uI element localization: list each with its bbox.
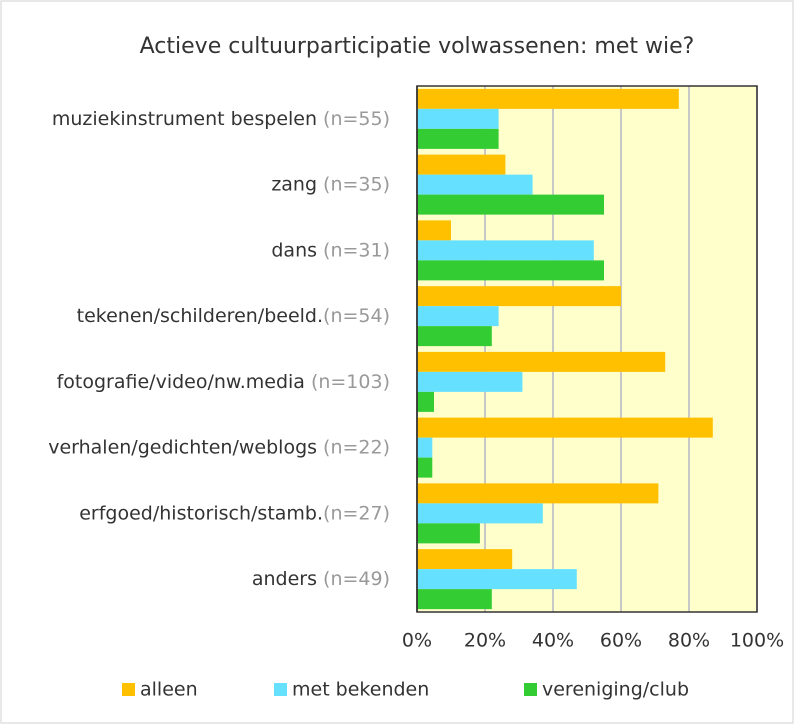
x-tick-label: 40%	[532, 630, 574, 652]
bar	[417, 391, 434, 412]
bar	[417, 589, 492, 610]
bar	[417, 569, 577, 590]
chart-title: Actieve cultuurparticipatie volwassenen:…	[140, 34, 695, 59]
bar	[417, 220, 451, 241]
bar	[417, 457, 433, 478]
category-name: zang	[271, 173, 317, 195]
bar	[417, 523, 480, 544]
category-name: muziekinstrument bespelen	[52, 107, 317, 129]
legend-swatch	[524, 683, 537, 696]
x-tick-label: 20%	[464, 630, 506, 652]
bar	[417, 483, 659, 504]
bar	[417, 154, 506, 175]
category-name: erfgoed/historisch/stamb.	[79, 502, 323, 524]
bar	[417, 437, 433, 458]
legend-label: vereniging/club	[542, 679, 689, 701]
bar	[417, 108, 499, 129]
category-note: (n=55)	[323, 107, 390, 129]
y-tick-label: muziekinstrument bespelen (n=55)	[52, 107, 390, 129]
bar	[417, 306, 499, 327]
category-note: (n=49)	[323, 568, 390, 590]
y-tick-label: zang (n=35)	[271, 173, 390, 195]
category-note: (n=27)	[323, 502, 390, 524]
category-note: (n=22)	[323, 436, 390, 458]
category-note: (n=35)	[323, 173, 390, 195]
y-tick-label: dans (n=31)	[271, 239, 390, 261]
bar	[417, 351, 666, 372]
legend-label: met bekenden	[292, 679, 429, 701]
y-tick-label: verhalen/gedichten/weblogs (n=22)	[48, 436, 390, 458]
x-tick-label: 60%	[600, 630, 642, 652]
bar	[417, 326, 492, 347]
bar	[417, 128, 499, 149]
legend-swatch	[274, 683, 287, 696]
y-tick-label: fotografie/video/nw.media (n=103)	[57, 370, 390, 392]
category-name: anders	[252, 568, 317, 590]
y-tick-label: tekenen/schilderen/beeld.(n=54)	[77, 305, 390, 327]
x-tick-label: 0%	[402, 630, 432, 652]
bar	[417, 417, 713, 438]
bar	[417, 371, 523, 392]
category-name: verhalen/gedichten/weblogs	[48, 436, 317, 458]
bar	[417, 240, 594, 261]
category-name: fotografie/video/nw.media	[57, 370, 305, 392]
y-tick-label: anders (n=49)	[252, 568, 390, 590]
bar	[417, 260, 604, 281]
category-note: (n=54)	[323, 305, 390, 327]
bar	[417, 503, 543, 524]
category-name: tekenen/schilderen/beeld.	[77, 305, 323, 327]
bar	[417, 174, 533, 195]
bar	[417, 194, 604, 215]
bar	[417, 88, 679, 109]
legend-label: alleen	[140, 679, 198, 701]
x-tick-label: 100%	[730, 630, 784, 652]
bar	[417, 549, 513, 570]
category-note: (n=31)	[323, 239, 390, 261]
bar	[417, 286, 621, 307]
y-tick-label: erfgoed/historisch/stamb.(n=27)	[79, 502, 390, 524]
legend-swatch	[122, 683, 135, 696]
category-note: (n=103)	[311, 370, 390, 392]
category-name: dans	[271, 239, 317, 261]
x-tick-label: 80%	[668, 630, 710, 652]
